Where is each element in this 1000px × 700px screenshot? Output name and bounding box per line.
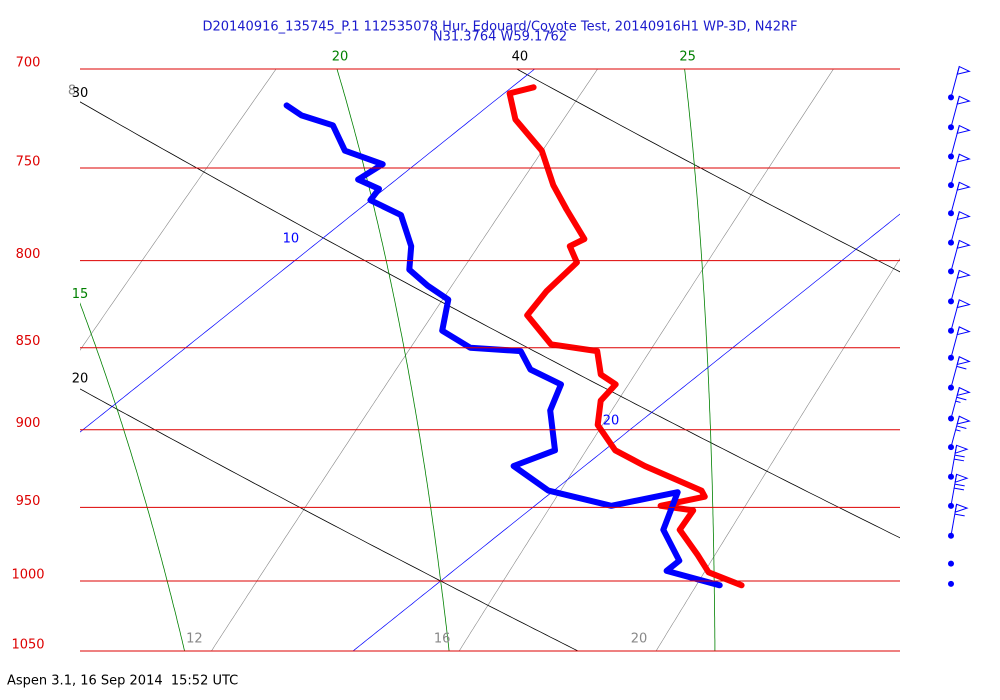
pressure-label: 1000 <box>11 567 44 582</box>
moist-adiabat <box>80 302 185 651</box>
wind-feather <box>954 483 965 487</box>
wind-barb <box>948 95 971 131</box>
pressure-label: 850 <box>16 334 41 349</box>
wind-barb <box>948 299 971 334</box>
wind-feather <box>955 429 961 432</box>
wind-pennant <box>956 299 971 309</box>
wind-dot <box>948 560 954 567</box>
wind-barb <box>948 326 971 361</box>
wind-dot <box>948 580 954 587</box>
profiles <box>283 84 745 589</box>
wind-barb <box>948 356 971 391</box>
reference-label: 20 <box>631 632 648 647</box>
wind-feather <box>954 454 965 458</box>
reference-label: 20 <box>603 414 620 429</box>
wind-feather <box>956 365 967 370</box>
wind-pennant <box>954 503 969 513</box>
reference-label: 15 <box>72 287 89 302</box>
profile-line <box>283 102 723 589</box>
reference-label: 40 <box>512 50 529 65</box>
reference-label: 12 <box>186 632 203 647</box>
wind-feather <box>954 513 965 517</box>
wind-feather <box>954 458 965 462</box>
wind-pennant <box>956 210 971 221</box>
wind-pennant <box>956 415 971 425</box>
wind-barb <box>948 415 971 451</box>
wind-pennant <box>956 269 971 279</box>
wind-barb <box>948 65 971 101</box>
mixing-ratio <box>80 69 277 351</box>
reference-label: 25 <box>679 50 696 65</box>
wind-feather <box>956 396 967 401</box>
wind-barb <box>948 124 971 160</box>
reference-label: 16 <box>434 632 451 647</box>
wind-pennant <box>956 124 971 135</box>
chart-title: D20140916_135745_P.1 112535078 Hur. Edou… <box>202 20 797 35</box>
wind-barb <box>948 386 971 422</box>
wind-feather <box>955 400 961 403</box>
chart-subtitle: N31.3764 W59.1762 <box>433 30 567 45</box>
wind-pennant <box>956 65 971 75</box>
wind-barb <box>948 153 971 189</box>
wind-pennant <box>956 153 971 163</box>
wind-pennant <box>954 444 969 454</box>
footer: Aspen 3.1, 16 Sep 2014 15:52 UTC <box>7 674 238 689</box>
reference-label: 20 <box>72 371 89 386</box>
wind-pennant <box>956 326 971 336</box>
wind-feather <box>956 425 967 429</box>
pressure-label: 950 <box>16 494 41 509</box>
pressure-label: 800 <box>16 247 41 262</box>
wind-barb <box>948 181 971 217</box>
wind-pennant <box>956 239 971 249</box>
reference-label: 20 <box>332 50 349 65</box>
wind-barb <box>948 473 969 509</box>
dry-adiabat <box>80 388 579 651</box>
profile-line <box>506 84 745 589</box>
wind-pennant <box>956 356 971 366</box>
wind-feather <box>954 487 965 491</box>
wind-pennant <box>956 386 971 397</box>
wind-barb <box>948 269 971 305</box>
moist-adiabat <box>684 69 716 651</box>
reference-label: 10 <box>283 232 300 247</box>
isotherm <box>352 213 900 651</box>
wind-barb <box>948 444 969 480</box>
reference-label: 8 <box>68 84 76 99</box>
pressure-label: 1050 <box>11 638 44 653</box>
pressure-label: 900 <box>16 416 41 431</box>
reference-label: 30 <box>72 86 89 101</box>
wind-pennant <box>956 181 971 191</box>
pressure-label: 700 <box>16 56 41 71</box>
wind-barb <box>948 210 971 246</box>
wind-barb <box>948 560 954 567</box>
wind-pennant <box>956 95 971 105</box>
isotherm <box>80 69 535 433</box>
wind-barb <box>948 580 954 587</box>
wind-barb <box>948 239 971 275</box>
wind-barb <box>948 503 969 539</box>
wind-pennant <box>954 473 969 483</box>
mixing-ratio <box>458 69 834 651</box>
dry-adiabat <box>516 69 900 273</box>
mixing-ratio <box>211 69 598 651</box>
pressure-label: 750 <box>16 155 41 170</box>
